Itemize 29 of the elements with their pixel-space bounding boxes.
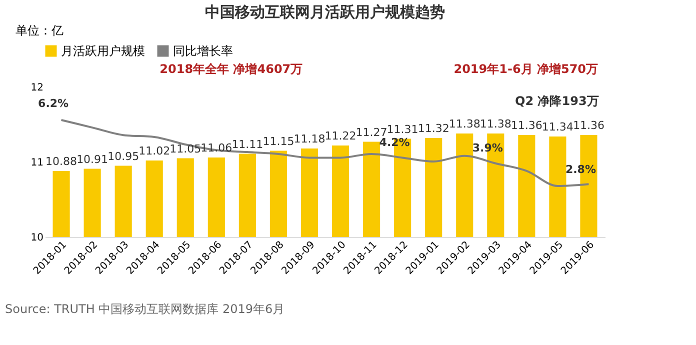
data-label: 10.95 bbox=[108, 150, 140, 163]
legend-label: 月活跃用户规模 bbox=[61, 44, 145, 58]
y-tick-label: 10 bbox=[30, 232, 44, 244]
data-label: 11.02 bbox=[138, 144, 170, 158]
y-tick-label: 12 bbox=[30, 82, 44, 94]
data-label: 10.88 bbox=[46, 155, 78, 168]
data-label: 11.05 bbox=[170, 142, 202, 156]
text: 2018年全年 净增4607万 bbox=[160, 62, 303, 76]
data-label: 11.36 bbox=[572, 119, 604, 132]
source-note: Source: TRUTH 中国移动互联网数据库 2019年6月 bbox=[5, 302, 285, 316]
y-axis-title: 单位：亿 bbox=[16, 24, 64, 38]
data-label: 11.18 bbox=[294, 132, 326, 146]
data-label: 11.22 bbox=[324, 130, 356, 142]
y-tick-label: 11 bbox=[30, 158, 44, 168]
data-label: 11.34 bbox=[542, 120, 574, 134]
data-label: 11.27 bbox=[356, 126, 388, 139]
legend-label: 同比增长率 bbox=[173, 44, 233, 58]
annotation: Q2 净降193万 bbox=[515, 94, 599, 108]
data-label: 11.38 bbox=[448, 118, 480, 130]
data-label: 11.38 bbox=[480, 118, 512, 130]
data-label: 6.2% bbox=[38, 97, 69, 110]
data-label: 11.31 bbox=[386, 122, 418, 136]
chart-title: 中国移动互联网月活跃用户规模趋势 bbox=[205, 3, 445, 21]
data-label: 11.11 bbox=[232, 138, 264, 151]
data-label: 11.32 bbox=[418, 122, 450, 135]
data-label: 11.15 bbox=[262, 134, 294, 148]
data-label: 11.36 bbox=[510, 119, 542, 132]
text: 2019年1-6月 净增570万 bbox=[454, 62, 598, 76]
data-label: 10.91 bbox=[76, 152, 108, 166]
